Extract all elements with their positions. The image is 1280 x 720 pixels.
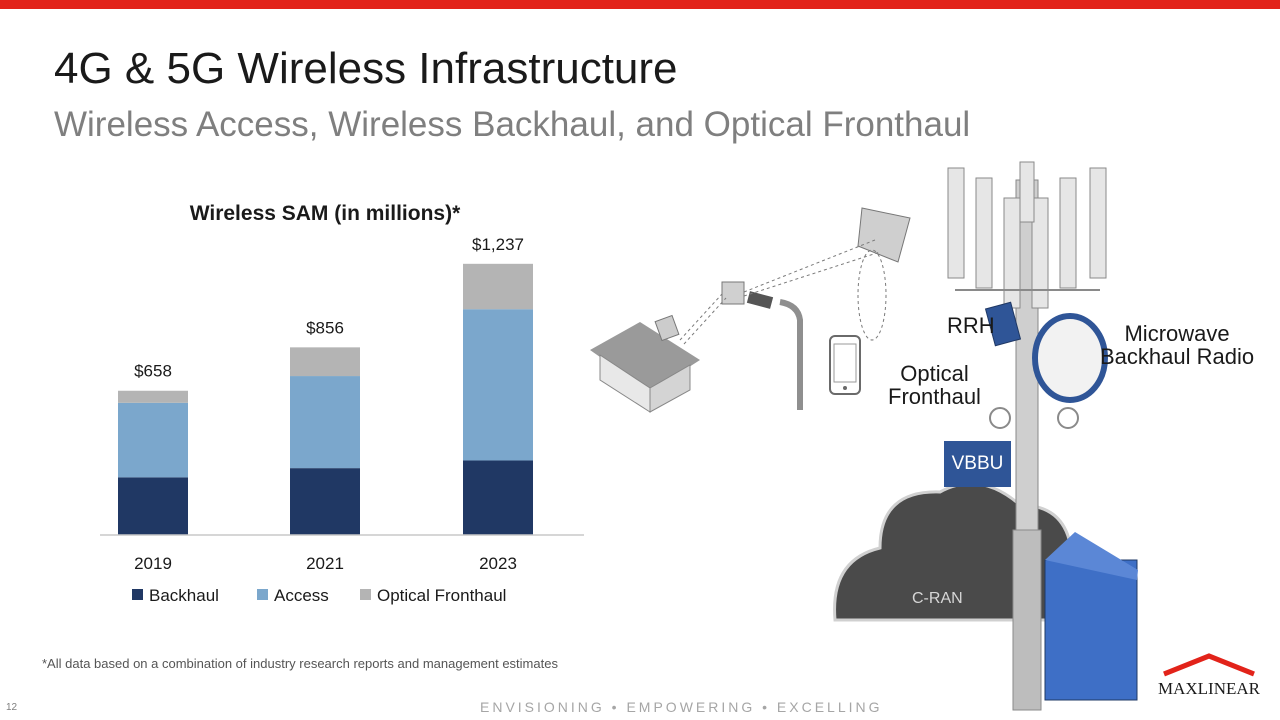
bar-access-2019 [118, 402, 188, 478]
total-label-2019: $658 [134, 362, 172, 381]
page-number: 12 [6, 702, 18, 713]
legend-swatch-optical-fronthaul [360, 589, 371, 600]
bar-backhaul-2019 [118, 477, 188, 535]
microwave-dish [1032, 313, 1108, 403]
x-tick-labels: 2019 2021 2023 [134, 554, 517, 573]
top-accent-bar [0, 0, 1280, 9]
bar-optical-fronthaul-2021 [290, 347, 360, 377]
legend-swatch-access [257, 589, 268, 600]
optical-fronthaul-label: Optical Fronthaul [888, 362, 981, 408]
bar-optical-fronthaul-2023 [463, 263, 533, 310]
footnote: *All data based on a combination of indu… [42, 656, 558, 671]
tagline: ENVISIONING • EMPOWERING • EXCELLING [480, 699, 883, 715]
x-tick-2021: 2021 [306, 554, 344, 573]
cell-tower [947, 161, 1138, 711]
legend-label-backhaul: Backhaul [149, 586, 219, 605]
optical-label-line2: Fronthaul [888, 384, 981, 409]
chart-title: Wireless SAM (in millions)* [190, 202, 461, 225]
microwave-label: Microwave Backhaul Radio [1100, 322, 1254, 368]
smartphone-icon [829, 335, 861, 395]
vbbu-box: VBBU [944, 441, 1011, 487]
slide-subtitle: Wireless Access, Wireless Backhaul, and … [54, 105, 971, 144]
cran-label: C-RAN [912, 590, 963, 607]
bar-access-2021 [290, 376, 360, 469]
x-tick-2019: 2019 [134, 554, 172, 573]
chart-bars: $658 $856 $1,237 [118, 235, 533, 535]
rrh-label: RRH [947, 313, 995, 338]
logo-text: MAXLINEAR [1158, 679, 1261, 698]
microwave-label-line2: Backhaul Radio [1100, 344, 1255, 369]
legend-label-optical-fronthaul: Optical Fronthaul [377, 586, 506, 605]
streetlight-small-cell [721, 281, 803, 410]
total-label-2023: $1,237 [472, 235, 524, 254]
legend-swatch-backhaul [132, 589, 143, 600]
total-label-2021: $856 [306, 318, 344, 337]
optical-label-line1: Optical [900, 361, 969, 386]
small-cell-panel [857, 207, 911, 263]
chart-legend: Backhaul Access Optical Fronthaul [132, 586, 506, 605]
bar-optical-fronthaul-2019 [118, 390, 188, 403]
slide-title: 4G & 5G Wireless Infrastructure [54, 44, 678, 93]
legend-label-access: Access [274, 586, 329, 605]
rrh-unit [984, 301, 1022, 347]
maxlinear-logo: MAXLINEAR [1158, 653, 1261, 698]
wireless-links [679, 239, 887, 345]
microwave-label-line1: Microwave [1124, 321, 1230, 346]
equipment-cabinet [1044, 559, 1138, 701]
bar-backhaul-2021 [290, 468, 360, 535]
house-illustration [590, 314, 700, 413]
bar-access-2023 [463, 309, 533, 461]
x-tick-2023: 2023 [479, 554, 517, 573]
bar-backhaul-2023 [463, 460, 533, 535]
